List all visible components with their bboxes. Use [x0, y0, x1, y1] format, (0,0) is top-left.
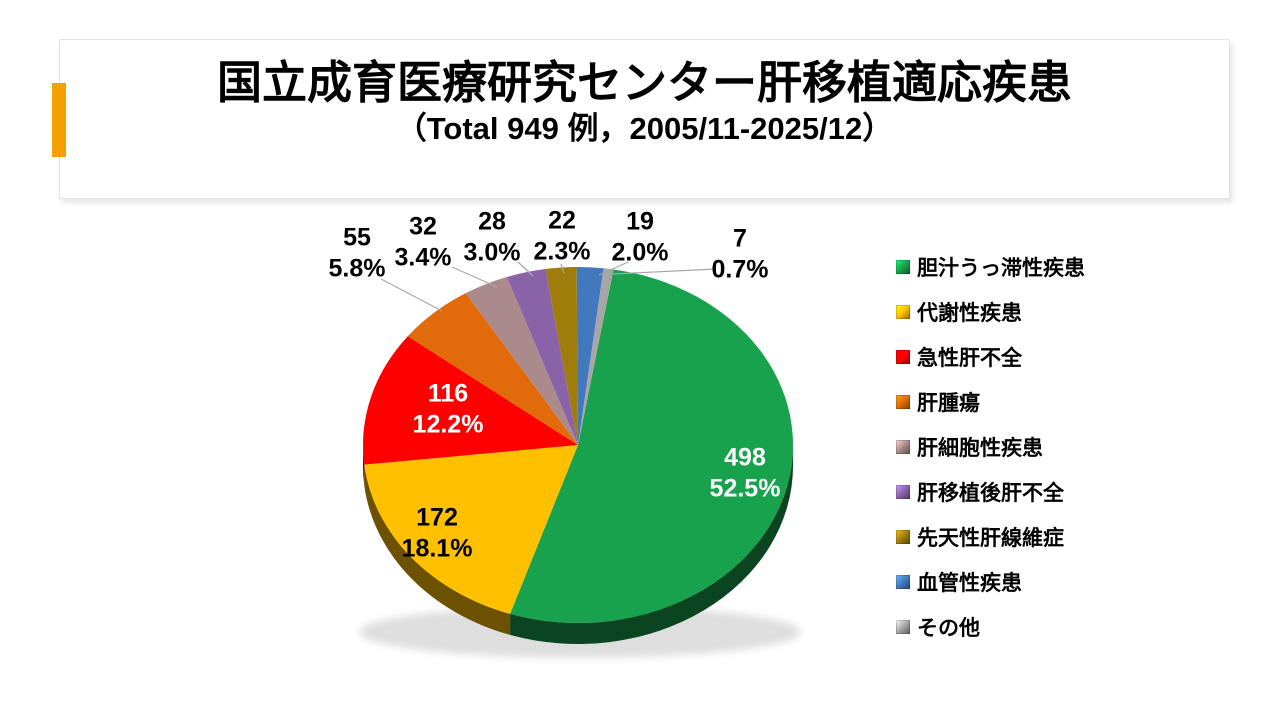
pie-slice-side-0	[510, 445, 793, 644]
label-leader-line-1	[451, 266, 498, 288]
legend-label: 急性肝不全	[917, 346, 1022, 370]
legend-color-swatch	[896, 259, 910, 274]
legend-item-6: 先天性肝線維症	[896, 514, 1085, 559]
legend-label: その他	[917, 616, 980, 640]
pie-slice-0	[510, 269, 793, 623]
label-leader-line-3	[560, 263, 565, 275]
legend-label: 肝細胞性疾患	[917, 436, 1043, 460]
legend-item-7: 血管性疾患	[896, 559, 1085, 604]
legend-item-2: 急性肝不全	[896, 334, 1085, 379]
legend-label: 血管性疾患	[917, 571, 1022, 595]
pie-slice-2	[363, 336, 578, 465]
pie-slice-side-2	[363, 445, 365, 486]
chart-legend: 胆汁うっ滞性疾患 代謝性疾患急性肝不全肝腫瘍肝細胞性疾患 肝移植後肝不全 先天性肝線維…	[896, 244, 1085, 649]
legend-item-3: 肝腫瘍	[896, 379, 1085, 424]
pie-slice-1	[364, 445, 578, 614]
label-leader-line-2	[517, 261, 534, 277]
pie-slice-6	[545, 267, 578, 445]
pie-data-label-6: 22 2.3%	[533, 206, 591, 266]
legend-color-swatch	[896, 394, 910, 409]
title-card: 国立成育医療研究センター肝移植適応疾患 （Total 949 例，2005/11…	[59, 39, 1230, 199]
legend-color-swatch	[896, 619, 910, 634]
legend-color-swatch	[896, 304, 910, 319]
legend-label: 代謝性疾患	[917, 301, 1022, 325]
pie-data-label-5: 28 3.0%	[463, 207, 521, 267]
legend-label: 肝移植後肝不全	[917, 481, 1064, 505]
legend-color-swatch	[896, 439, 910, 454]
legend-color-swatch	[896, 529, 910, 544]
pie-data-label-3: 55 5.8%	[328, 223, 386, 283]
legend-item-8: その他	[896, 604, 1085, 649]
pie-data-label-2: 116 12.2%	[412, 379, 484, 439]
legend-item-5: 肝移植後肝不全	[896, 469, 1085, 514]
pie-slice-4	[465, 277, 578, 445]
accent-bar	[52, 83, 66, 157]
label-leader-line-0	[380, 278, 443, 312]
pie-data-label-1: 172 18.1%	[401, 503, 473, 563]
legend-label: 肝腫瘍	[917, 391, 980, 415]
pie-data-label-0: 498 52.5%	[709, 443, 781, 503]
pie-data-label-7: 19 2.0%	[611, 207, 669, 267]
legend-label: 胆汁うっ滞性疾患	[917, 256, 1085, 280]
legend-item-4: 肝細胞性疾患	[896, 424, 1085, 469]
pie-slice-5	[506, 269, 578, 445]
legend-item-0: 胆汁うっ滞性疾患	[896, 244, 1085, 289]
label-leader-line-4	[598, 261, 629, 276]
pie-data-label-4: 32 3.4%	[394, 212, 452, 272]
pie-data-label-8: 7 0.7%	[711, 224, 769, 284]
pie-slice-7	[576, 267, 604, 445]
pie-slice-3	[407, 293, 578, 445]
page-title: 国立成育医療研究センター肝移植適応疾患	[216, 57, 1072, 108]
page-subtitle: （Total 949 例，2005/11-2025/12）	[395, 111, 894, 147]
pie-slice-8	[578, 268, 614, 445]
pie-slice-side-1	[364, 464, 511, 635]
legend-label: 先天性肝線維症	[917, 526, 1064, 550]
label-leader-line-5	[612, 268, 717, 275]
legend-color-swatch	[896, 574, 910, 589]
legend-item-1: 代謝性疾患	[896, 289, 1085, 334]
legend-color-swatch	[896, 349, 910, 364]
legend-color-swatch	[896, 484, 910, 499]
